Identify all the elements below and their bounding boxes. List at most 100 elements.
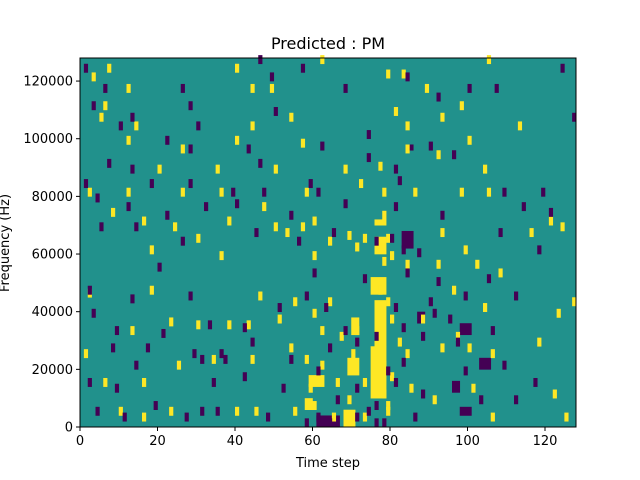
high-cell xyxy=(180,144,185,154)
high-cell xyxy=(126,135,131,145)
low-cell xyxy=(118,121,123,131)
high-cell xyxy=(219,251,224,261)
low-cell xyxy=(386,366,391,376)
low-cell xyxy=(312,268,317,278)
high-cell xyxy=(176,360,182,370)
high-cell xyxy=(103,377,108,387)
high-cell xyxy=(118,406,123,416)
low-cell xyxy=(393,303,399,312)
low-cell xyxy=(401,323,406,333)
high-cell xyxy=(436,150,441,160)
plot-area xyxy=(79,55,577,428)
high-cell xyxy=(87,187,92,197)
low-cell xyxy=(498,228,503,238)
low-cell xyxy=(436,277,441,287)
high-cell xyxy=(386,297,391,307)
high-cell xyxy=(130,326,135,336)
high-cell xyxy=(405,349,410,359)
high-cell xyxy=(83,349,89,359)
low-cell xyxy=(521,202,526,212)
low-cell xyxy=(95,193,100,203)
high-cell xyxy=(483,303,488,312)
high-cell xyxy=(548,216,554,226)
high-cell xyxy=(219,187,224,197)
high-cell xyxy=(490,349,495,359)
high-cell xyxy=(359,179,364,189)
high-cell xyxy=(393,107,399,116)
low-cell xyxy=(331,228,337,238)
high-cell xyxy=(486,55,492,65)
high-cell-block xyxy=(374,300,387,347)
low-cell xyxy=(188,179,193,189)
low-cell xyxy=(207,320,213,330)
low-cell xyxy=(490,326,495,336)
high-cell xyxy=(180,187,185,197)
high-cell xyxy=(328,297,333,307)
low-cell xyxy=(223,354,228,364)
high-cell xyxy=(99,112,104,122)
high-cell xyxy=(409,383,414,393)
low-cell xyxy=(541,187,546,197)
high-cell xyxy=(258,291,263,301)
low-cell xyxy=(320,141,325,151)
low-cell xyxy=(262,187,267,197)
low-cell xyxy=(188,144,193,154)
high-cell xyxy=(362,233,368,243)
low-cell xyxy=(436,92,441,102)
low-cell xyxy=(421,389,426,399)
high-cell xyxy=(440,228,445,238)
high-cell xyxy=(517,121,523,131)
low-cell xyxy=(188,291,193,301)
high-cell-block xyxy=(370,346,387,399)
high-cell xyxy=(250,354,255,364)
low-cell xyxy=(343,83,348,93)
low-cell-block xyxy=(479,357,492,370)
high-cell xyxy=(304,187,309,197)
low-cell xyxy=(572,112,577,122)
low-cell xyxy=(440,210,445,220)
low-cell xyxy=(297,236,302,246)
high-cell xyxy=(262,202,267,212)
low-cell xyxy=(362,274,368,284)
low-cell-block xyxy=(459,323,472,336)
high-cell xyxy=(390,314,395,324)
low-cell xyxy=(258,55,263,65)
low-cell xyxy=(111,343,116,353)
y-tick-label: 80000 xyxy=(32,190,73,205)
y-tick-label: 100000 xyxy=(23,132,73,147)
low-cell xyxy=(281,383,286,393)
low-cell xyxy=(405,72,410,82)
low-cell xyxy=(467,83,472,93)
high-cell xyxy=(273,222,278,232)
high-cell xyxy=(467,343,472,353)
low-cell xyxy=(231,187,236,197)
low-cell xyxy=(153,401,158,410)
low-cell xyxy=(428,141,433,151)
low-cell xyxy=(335,395,340,405)
low-cell xyxy=(130,164,135,174)
low-cell xyxy=(463,291,468,301)
high-cell xyxy=(320,326,325,336)
low-cell xyxy=(548,207,554,217)
high-cell xyxy=(320,55,325,65)
low-cell xyxy=(134,222,139,232)
low-cell xyxy=(537,245,542,255)
chart-title: Predicted : PM xyxy=(271,34,385,53)
high-cell xyxy=(459,187,464,197)
high-cell xyxy=(142,377,147,387)
high-cell xyxy=(343,164,348,174)
high-cell xyxy=(486,187,492,197)
high-cell xyxy=(436,259,441,269)
high-cell xyxy=(459,101,464,111)
high-cell xyxy=(196,320,201,330)
low-cell xyxy=(401,357,406,367)
high-cell xyxy=(382,187,387,197)
low-cell xyxy=(432,308,437,318)
low-cell xyxy=(374,236,379,246)
y-tick-label: 60000 xyxy=(32,248,73,263)
high-cell xyxy=(386,406,391,416)
high-cell-block xyxy=(374,219,387,226)
high-cell xyxy=(405,144,410,154)
high-cell xyxy=(413,187,418,197)
low-cell xyxy=(390,233,395,243)
